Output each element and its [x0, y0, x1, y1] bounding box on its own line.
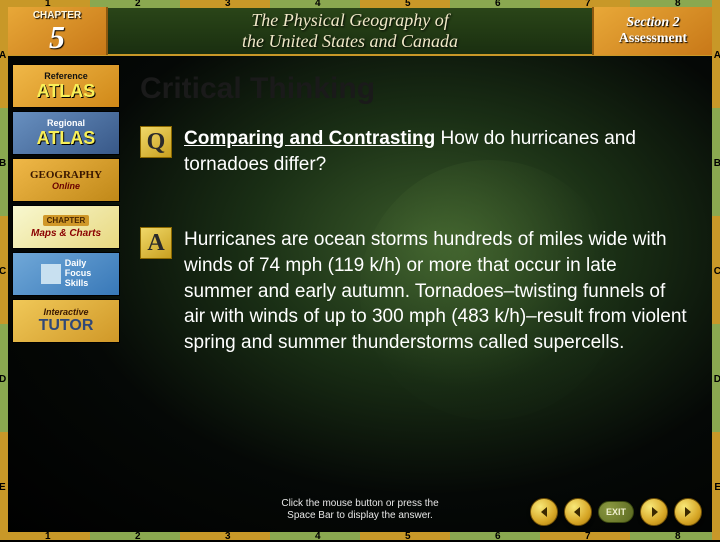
ref-label: Reference [44, 71, 88, 81]
dfs-label: Daily Focus Skills [65, 259, 92, 289]
ruler-num: 3 [225, 531, 231, 542]
ruler-letter: B [0, 158, 6, 169]
header-title: The Physical Geography of the United Sta… [108, 10, 592, 52]
ruler-num: 8 [675, 531, 681, 542]
answer-icon: A [140, 227, 172, 259]
next-icon [647, 505, 661, 519]
ruler-letter: D [714, 374, 720, 385]
nav-next-button[interactable] [640, 498, 668, 526]
ruler-num: 7 [585, 531, 591, 542]
atlas-label2: ATLAS [37, 128, 96, 149]
section-line1: Section 2 [626, 15, 679, 31]
header-bar: CHAPTER 5 The Physical Geography of the … [8, 8, 712, 56]
chapter-number: 5 [49, 21, 65, 53]
question-text: Comparing and Contrasting How do hurrica… [184, 126, 690, 177]
content-area: Critical Thinking Q Comparing and Contra… [140, 72, 690, 385]
page-heading: Critical Thinking [140, 72, 690, 106]
geo-label: GEOGRAPHY [30, 169, 102, 181]
ruler-letter: E [0, 482, 6, 493]
ruler-num: 8 [675, 0, 681, 9]
sidebar-daily-focus-skills[interactable]: Daily Focus Skills [12, 252, 120, 296]
sidebar-regional-atlas[interactable]: Regional ATLAS [12, 111, 120, 155]
reg-label: Regional [47, 118, 85, 128]
slide-page: CHAPTER 5 The Physical Geography of the … [0, 0, 720, 540]
sidebar-geography-online[interactable]: GEOGRAPHY Online [12, 158, 120, 202]
prev-icon [571, 505, 585, 519]
ruler-num: 2 [135, 531, 141, 542]
sidebar-interactive-tutor[interactable]: Interactive TUTOR [12, 299, 120, 343]
ruler-num: 1 [45, 531, 51, 542]
ruler-letter: A [0, 50, 6, 61]
ruler-num: 5 [405, 531, 411, 542]
answer-row: A Hurricanes are ocean storms hundreds o… [140, 227, 690, 355]
ruler-bottom [0, 532, 720, 540]
interactive-label: Interactive [43, 307, 88, 317]
exit-label: EXIT [606, 507, 626, 517]
ruler-num: 1 [45, 0, 51, 9]
question-row: Q Comparing and Contrasting How do hurri… [140, 126, 690, 177]
sidebar: Reference ATLAS Regional ATLAS GEOGRAPHY… [12, 64, 120, 343]
chapter-mini-badge: CHAPTER [43, 215, 90, 226]
ruler-letter: C [0, 266, 6, 277]
ruler-letter: C [714, 266, 720, 277]
atlas-label: ATLAS [37, 81, 96, 102]
section-line2: Assessment [619, 31, 687, 47]
sidebar-maps-charts[interactable]: CHAPTER Maps & Charts [12, 205, 120, 249]
first-icon [537, 505, 551, 519]
dfs-cube-icon [41, 264, 61, 284]
chapter-badge: CHAPTER 5 [8, 7, 108, 55]
ruler-num: 2 [135, 0, 141, 9]
nav-last-button[interactable] [674, 498, 702, 526]
question-icon: Q [140, 126, 172, 158]
last-icon [681, 505, 695, 519]
sidebar-reference-atlas[interactable]: Reference ATLAS [12, 64, 120, 108]
maps-charts-label: Maps & Charts [31, 228, 101, 239]
exit-button[interactable]: EXIT [598, 501, 634, 523]
online-label: Online [52, 181, 80, 191]
ruler-letter: B [714, 158, 720, 169]
nav-prev-button[interactable] [564, 498, 592, 526]
footer-hint: Click the mouse button or press the Spac… [281, 498, 438, 522]
nav-buttons: EXIT [530, 498, 702, 526]
tutor-label: TUTOR [39, 317, 94, 335]
ruler-num: 4 [315, 531, 321, 542]
ruler-num: 6 [495, 531, 501, 542]
ruler-letter: E [714, 482, 720, 493]
ruler-num: 6 [495, 0, 501, 9]
ruler-num: 5 [405, 0, 411, 9]
question-lead: Comparing and Contrasting [184, 128, 435, 149]
nav-first-button[interactable] [530, 498, 558, 526]
ruler-letter: A [714, 50, 720, 61]
answer-text: Hurricanes are ocean storms hundreds of … [184, 227, 690, 355]
ruler-num: 3 [225, 0, 231, 9]
ruler-num: 7 [585, 0, 591, 9]
section-badge: Section 2 Assessment [592, 7, 712, 55]
ruler-letter: D [0, 374, 6, 385]
ruler-num: 4 [315, 0, 321, 9]
